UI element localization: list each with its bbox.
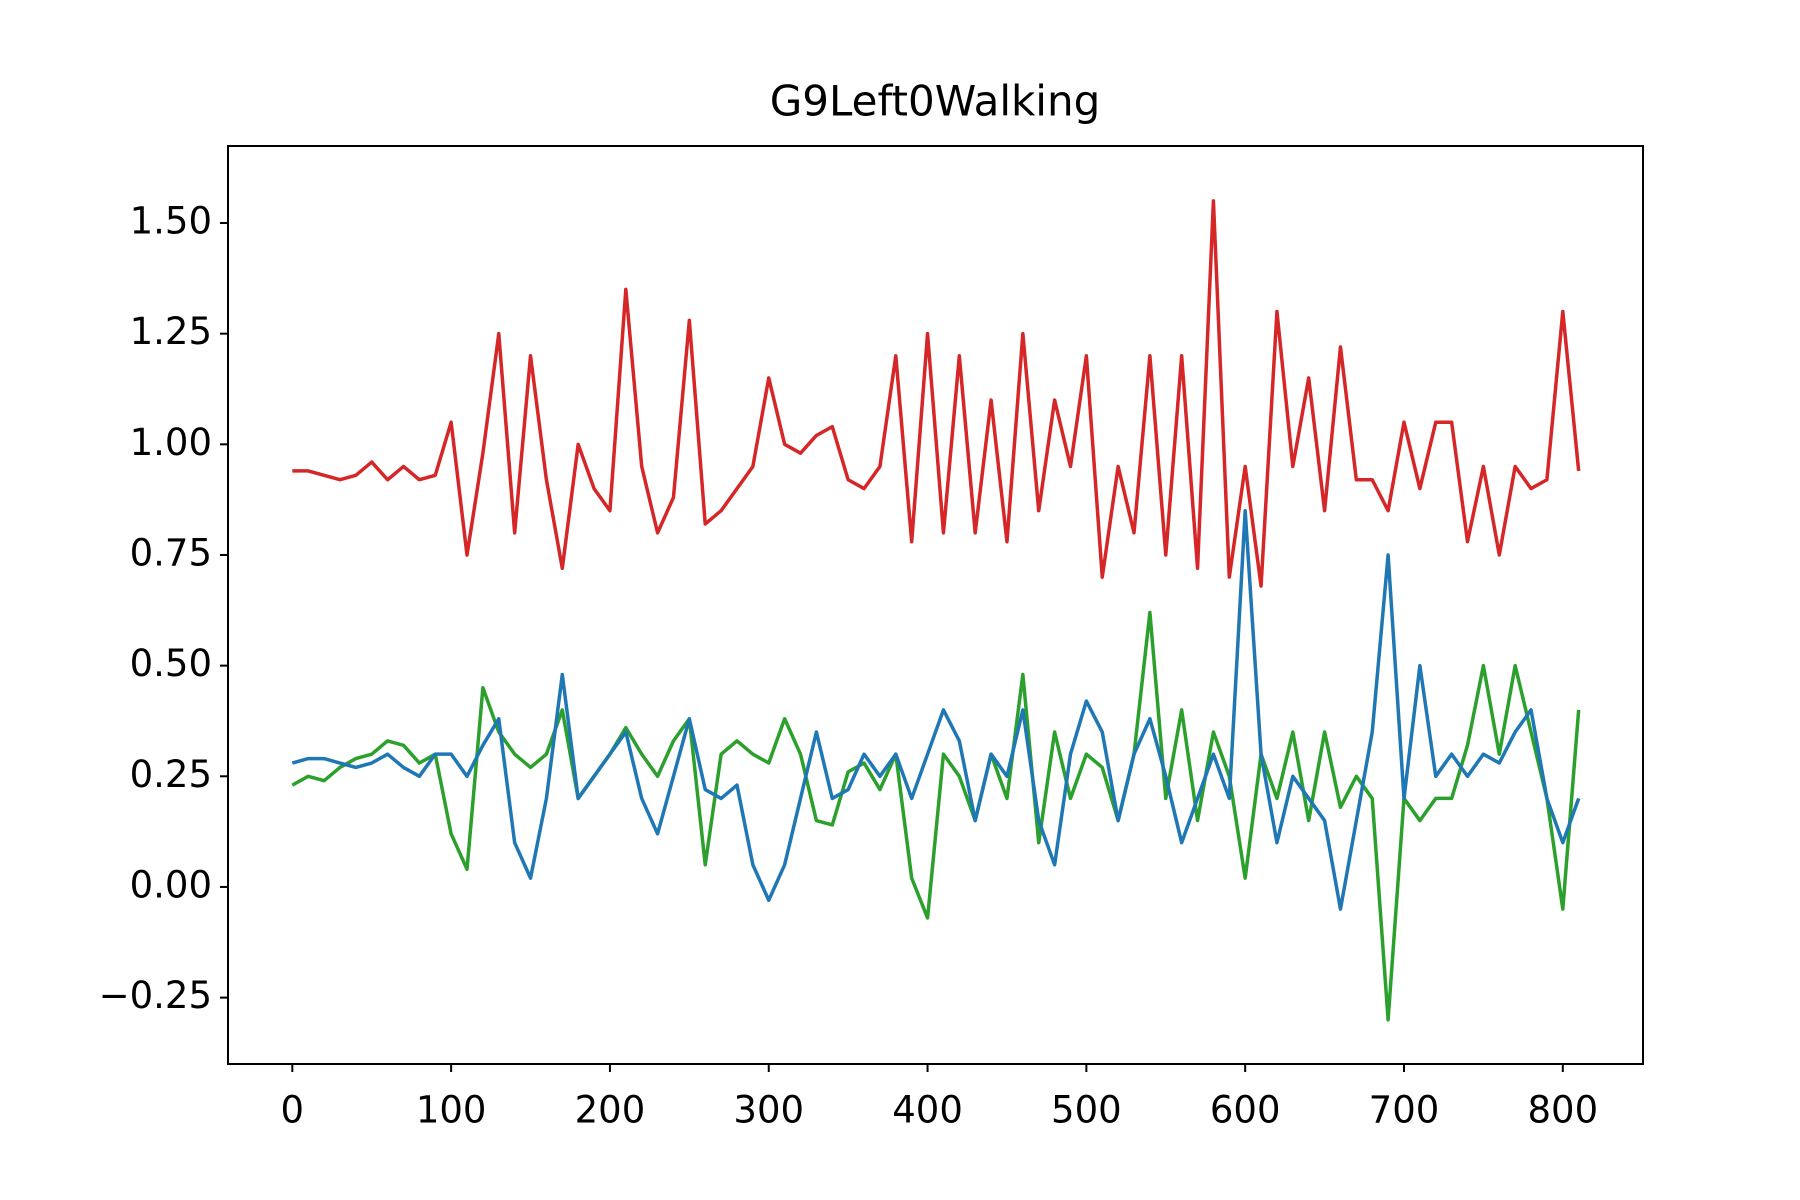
data-line — [292, 199, 1581, 588]
x-tick-label: 300 — [733, 1089, 804, 1132]
x-tick-label: 600 — [1210, 1089, 1281, 1132]
y-tick-label: 0.00 — [130, 863, 212, 906]
data-line — [291, 610, 1581, 1022]
y-tick-label: 0.75 — [130, 531, 212, 574]
x-tick-label: 100 — [416, 1089, 487, 1132]
x-tick-label: 500 — [1051, 1089, 1122, 1132]
y-tick-label: 1.00 — [130, 421, 212, 464]
y-tick-label: 0.50 — [130, 642, 212, 685]
data-line — [291, 508, 1581, 911]
y-tick-label: −0.25 — [99, 974, 212, 1017]
y-tick-label: 1.25 — [130, 310, 212, 353]
plot-frame — [227, 145, 1644, 1065]
x-tick-label: 0 — [281, 1089, 305, 1132]
x-tick-label: 200 — [575, 1089, 646, 1132]
x-tick-label: 800 — [1527, 1089, 1598, 1132]
chart-title: G9Left0Walking — [770, 77, 1101, 126]
x-tick-label: 700 — [1369, 1089, 1440, 1132]
y-tick-label: 1.50 — [130, 200, 212, 243]
x-tick-label: 400 — [892, 1089, 963, 1132]
y-tick-label: 0.25 — [130, 753, 212, 796]
